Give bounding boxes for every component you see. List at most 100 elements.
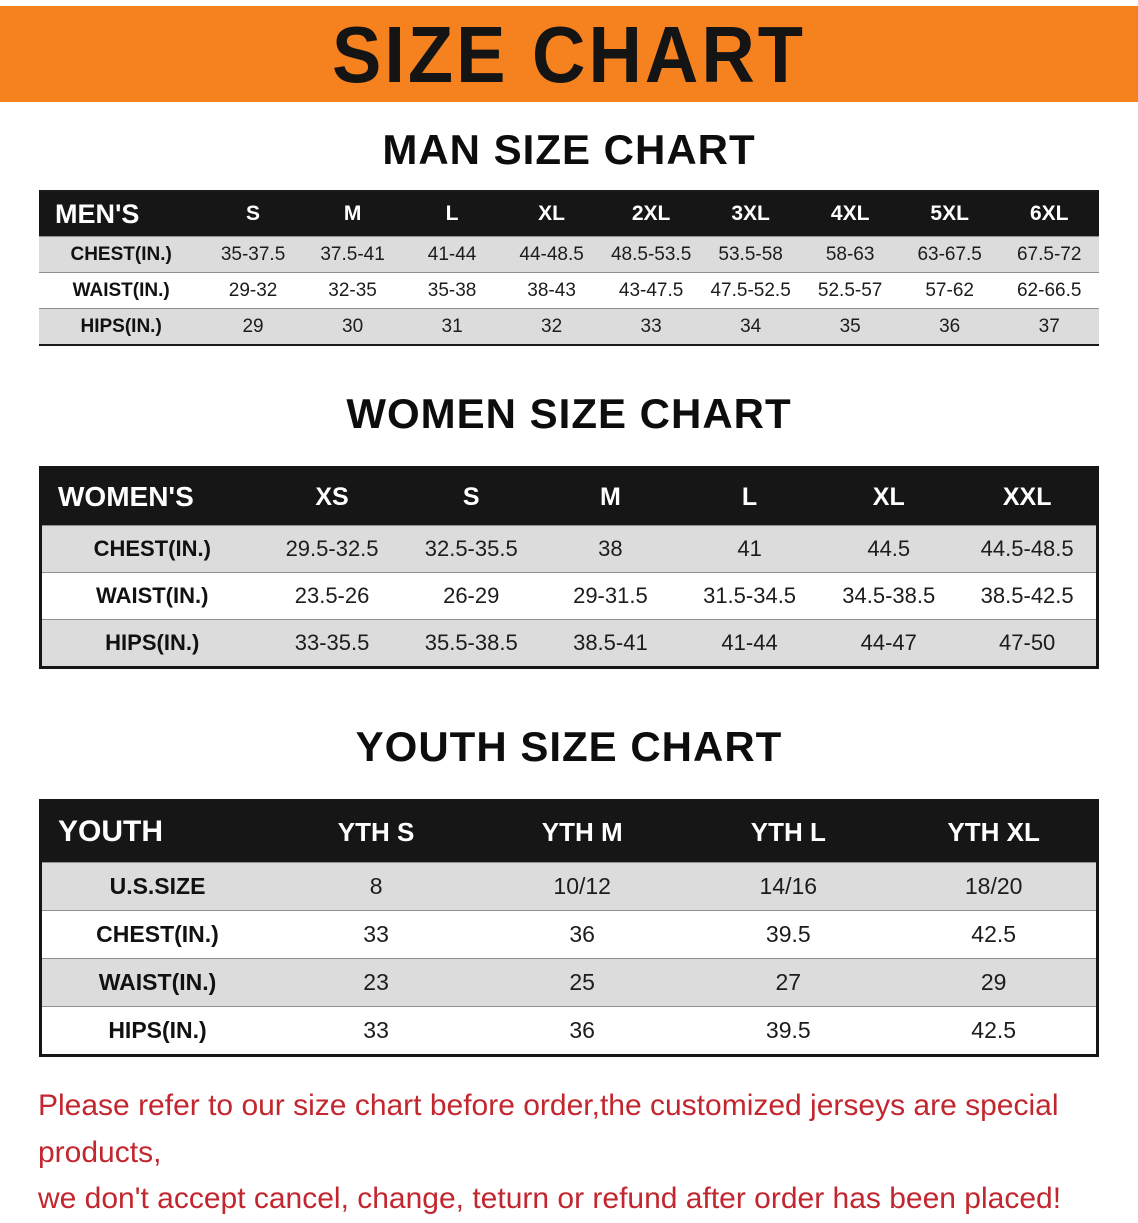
value-cell: 41-44 (721, 630, 778, 655)
content: MAN SIZE CHART MEN'S S M L XL 2XL 3XL 4XL 5XL 6XL… (0, 126, 1138, 1223)
value-cell: 35-38 (427, 279, 477, 301)
value-cell: 32 (541, 315, 563, 337)
row-label-cell: CHEST(IN.) (70, 243, 172, 265)
value-cell: 31 (441, 315, 463, 337)
value-cell: 35.5-38.5 (424, 630, 518, 655)
value-cell: 63-67.5 (917, 243, 982, 265)
value-cell: 34 (740, 315, 762, 337)
size-header-cell: YTH S (273, 800, 480, 863)
row-label-cell: CHEST(IN.) (96, 921, 219, 947)
size-header-cell: XS (262, 467, 402, 526)
value-cell: 25 (569, 969, 595, 995)
table-header-row: MEN'S S M L XL 2XL 3XL 4XL 5XL 6XL (39, 191, 1099, 237)
value-cell: 38.5-41 (573, 630, 648, 655)
value-cell: 36 (569, 1017, 595, 1043)
size-header-cell: S (401, 467, 541, 526)
row-label-cell: HIPS(IN.) (80, 315, 162, 337)
value-cell: 42.5 (971, 921, 1017, 947)
table-header-row: WOMEN'S XS S M L XL XXL (40, 467, 1098, 526)
value-cell: 36 (569, 921, 595, 947)
value-cell: 37 (1038, 315, 1060, 337)
table-row: CHEST(IN.) 33 36 39.5 42.5 (40, 910, 1098, 959)
value-cell: 67.5-72 (1016, 243, 1082, 265)
row-label-cell: HIPS(IN.) (105, 630, 200, 655)
size-header-cell: M (302, 191, 403, 237)
value-cell: 29 (980, 969, 1007, 995)
women-section: WOMEN SIZE CHART WOMEN'S XS S M L XL XXL CHEST(… (0, 390, 1138, 669)
youth-size-chart-heading: YOUTH SIZE CHART (355, 723, 783, 770)
value-cell: 47.5-52.5 (710, 279, 791, 301)
value-cell: 33 (640, 315, 662, 337)
value-cell: 32.5-35.5 (424, 536, 518, 561)
value-cell: 33 (363, 1017, 389, 1043)
value-cell: 44-47 (860, 630, 917, 655)
row-label-cell: U.S.SIZE (109, 873, 206, 899)
size-header-cell: L (679, 467, 820, 526)
table-row: CHEST(IN.) 35-37.5 37.5-41 41-44 44-48.5 48.5… (39, 236, 1099, 273)
value-cell: 29-31.5 (573, 583, 648, 608)
value-cell: 53.5-58 (718, 243, 783, 265)
size-header-cell: 3XL (700, 191, 801, 237)
table-row: HIPS(IN.) 29 30 31 32 33 34 35 36 37 (39, 308, 1099, 345)
value-cell: 37.5-41 (320, 243, 385, 265)
value-cell: 38-43 (527, 279, 576, 301)
men-size-chart-heading: MAN SIZE CHART (382, 126, 756, 173)
size-header-cell: XL (501, 191, 602, 237)
table-title-cell: MEN'S (39, 191, 204, 237)
size-header-cell: YTH M (479, 800, 686, 863)
table-title-cell: WOMEN'S (40, 467, 263, 526)
value-cell: 30 (342, 315, 364, 337)
page-title: SIZE CHART (332, 9, 806, 99)
value-cell: 38.5-42.5 (980, 583, 1074, 608)
value-cell: 44.5-48.5 (980, 536, 1074, 561)
size-header-cell: XL (819, 467, 959, 526)
youth-size-table: YOUTH YTH S YTH M YTH L YTH XL U.S.SIZE 8 10/12… (39, 799, 1099, 1057)
row-label-cell: WAIST(IN.) (98, 969, 217, 995)
row-label-cell: HIPS(IN.) (108, 1017, 207, 1043)
value-cell: 23.5-26 (294, 583, 370, 608)
value-cell: 34.5-38.5 (842, 583, 936, 608)
size-header-cell: S (203, 191, 303, 237)
value-cell: 23 (363, 969, 389, 995)
table-row: CHEST(IN.) 29.5-32.5 32.5-35.5 38 41 44.5 44.5… (40, 525, 1098, 573)
size-header-cell: YTH XL (891, 800, 1098, 863)
value-cell: 29 (242, 315, 264, 337)
row-label-cell: CHEST(IN.) (93, 536, 211, 561)
value-cell: 38 (598, 536, 623, 561)
value-cell: 41-44 (427, 243, 477, 265)
value-cell: 35 (839, 315, 861, 337)
value-cell: 52.5-57 (817, 279, 883, 301)
table-header-row: YOUTH YTH S YTH M YTH L YTH XL (40, 800, 1098, 863)
banner: SIZE CHART (0, 6, 1138, 102)
value-cell: 10/12 (553, 873, 611, 899)
table-row: WAIST(IN.) 23 25 27 29 (40, 958, 1098, 1007)
value-cell: 62-66.5 (1016, 279, 1082, 301)
value-cell: 27 (775, 969, 802, 995)
size-header-cell: 4XL (800, 191, 900, 237)
row-label-cell: WAIST(IN.) (96, 583, 209, 608)
value-cell: 26-29 (443, 583, 500, 608)
value-cell: 36 (939, 315, 961, 337)
value-cell: 48.5-53.5 (610, 243, 692, 265)
size-header-cell: XXL (958, 467, 1098, 526)
value-cell: 14/16 (759, 873, 818, 899)
value-cell: 29.5-32.5 (285, 536, 379, 561)
value-cell: 47-50 (999, 630, 1056, 655)
order-policy-note: Please refer to our size chart before or… (0, 1083, 1138, 1223)
value-cell: 58-63 (825, 243, 875, 265)
women-size-chart-heading: WOMEN SIZE CHART (346, 390, 792, 437)
table-title-cell: YOUTH (40, 800, 274, 863)
men-section: MAN SIZE CHART MEN'S S M L XL 2XL 3XL 4XL 5XL 6XL… (0, 126, 1138, 346)
value-cell: 44.5 (867, 536, 911, 561)
size-header-cell: M (540, 467, 680, 526)
order-policy-note-line2: we don't accept cancel, change, teturn o… (38, 1182, 1062, 1215)
value-cell: 39.5 (765, 921, 811, 947)
size-header-cell: 5XL (899, 191, 1000, 237)
value-cell: 43-47.5 (618, 279, 684, 301)
table-row: HIPS(IN.) 33-35.5 35.5-38.5 38.5-41 41-44 44-… (40, 619, 1098, 668)
table-row: U.S.SIZE 8 10/12 14/16 18/20 (40, 862, 1098, 911)
youth-section: YOUTH SIZE CHART YOUTH YTH S YTH M YTH L YTH… (0, 723, 1138, 1057)
women-size-table: WOMEN'S XS S M L XL XXL CHEST(IN.) 29.5-32.5 32.5… (39, 466, 1099, 669)
order-policy-note-line1: Please refer to our size chart before or… (38, 1089, 1059, 1169)
